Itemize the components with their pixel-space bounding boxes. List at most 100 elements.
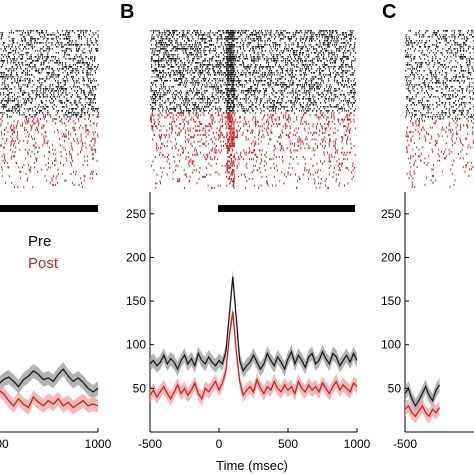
spike-mark <box>322 80 324 82</box>
spike-mark <box>63 38 65 40</box>
spike-mark <box>159 60 161 62</box>
spike-mark <box>25 60 27 62</box>
spike-mark <box>296 32 298 34</box>
spike-mark <box>6 88 8 90</box>
spike-mark <box>153 70 155 72</box>
spike-mark <box>1 72 3 74</box>
spike-mark <box>28 94 30 96</box>
spike-mark <box>31 135 32 138</box>
spike-mark <box>150 96 152 98</box>
spike-mark <box>229 48 231 50</box>
spike-mark <box>233 46 235 48</box>
spike-mark <box>67 38 69 40</box>
spike-mark <box>11 140 13 142</box>
spike-mark <box>263 46 265 48</box>
spike-mark <box>1 155 3 158</box>
spike-mark <box>205 50 207 52</box>
spike-mark <box>8 166 10 169</box>
spike-mark <box>71 110 73 112</box>
spike-mark <box>44 131 46 134</box>
spike-mark <box>78 44 80 46</box>
spike-mark <box>217 82 219 84</box>
spike-mark <box>315 64 317 66</box>
spike-mark <box>55 52 57 54</box>
spike-mark <box>22 166 23 169</box>
spike-mark <box>296 66 298 68</box>
spike-mark <box>238 56 240 58</box>
spike-mark <box>206 82 208 84</box>
spike-mark <box>31 46 33 48</box>
spike-mark <box>334 46 336 48</box>
spike-mark <box>52 88 54 90</box>
spike-mark <box>155 60 157 62</box>
spike-mark <box>230 42 232 44</box>
spike-mark <box>280 90 282 92</box>
spike-mark <box>290 50 291 52</box>
spike-mark <box>278 44 280 46</box>
spike-mark <box>304 74 306 76</box>
spike-mark <box>220 80 222 82</box>
spike-mark <box>71 164 73 167</box>
spike-mark <box>1 120 3 123</box>
spike-mark <box>61 135 63 138</box>
spike-mark <box>351 66 353 68</box>
spike-mark <box>329 86 331 88</box>
spike-mark <box>22 72 24 74</box>
spike-mark <box>69 118 71 120</box>
spike-mark <box>77 70 79 72</box>
spike-mark <box>309 86 310 88</box>
spike-mark <box>43 96 45 98</box>
spike-mark <box>331 34 333 36</box>
spike-mark <box>336 32 338 34</box>
spike-mark <box>282 94 284 96</box>
spike-mark <box>50 34 52 36</box>
spike-mark <box>46 46 48 48</box>
spike-mark <box>285 86 287 88</box>
spike-mark <box>36 38 38 40</box>
spike-mark <box>192 82 194 84</box>
spike-mark <box>267 78 269 80</box>
spike-mark <box>81 146 83 149</box>
spike-mark <box>276 92 278 94</box>
spike-mark <box>15 124 17 127</box>
spike-mark <box>0 118 2 120</box>
spike-mark <box>310 32 311 34</box>
spike-mark <box>171 66 172 68</box>
spike-mark <box>289 74 291 76</box>
spike-mark <box>46 78 47 80</box>
spike-mark <box>301 68 303 70</box>
spike-mark <box>185 52 187 54</box>
spike-mark <box>281 38 283 40</box>
spike-mark <box>182 36 184 38</box>
spike-mark <box>80 56 82 58</box>
spike-mark <box>87 78 89 80</box>
spike-mark <box>93 44 95 46</box>
spike-mark <box>36 88 38 90</box>
spike-mark <box>208 40 210 42</box>
spike-mark <box>204 60 206 62</box>
spike-mark <box>301 88 303 90</box>
spike-mark <box>29 96 31 98</box>
spike-mark <box>165 94 167 96</box>
spike-mark <box>276 30 278 32</box>
spike-mark <box>322 48 324 50</box>
spike-mark <box>285 44 287 46</box>
spike-mark <box>336 96 338 98</box>
spike-mark <box>248 36 250 38</box>
spike-mark <box>351 84 353 86</box>
spike-mark <box>283 58 285 60</box>
spike-mark <box>329 60 331 62</box>
spike-mark <box>12 58 14 60</box>
spike-mark <box>200 50 202 52</box>
spike-mark <box>156 50 158 52</box>
spike-mark <box>192 48 194 50</box>
spike-mark <box>234 90 236 92</box>
spike-mark <box>94 56 96 58</box>
spike-mark <box>94 142 96 145</box>
spike-mark <box>0 92 2 94</box>
spike-mark <box>19 64 21 66</box>
spike-mark <box>330 42 332 44</box>
spike-mark <box>60 42 62 44</box>
spike-mark <box>215 72 217 74</box>
spike-mark <box>165 36 167 38</box>
